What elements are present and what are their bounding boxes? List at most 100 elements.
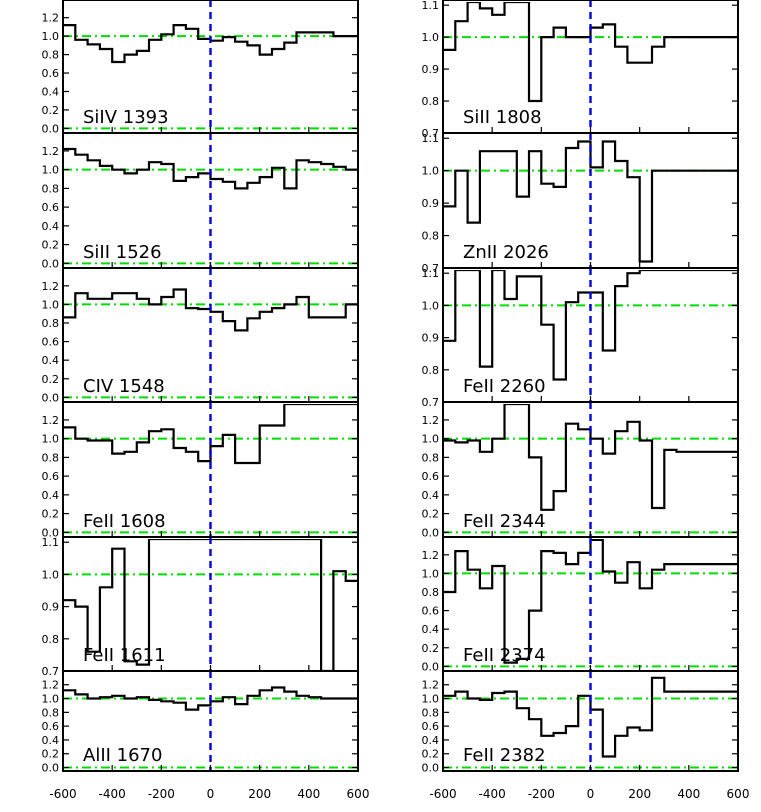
y-tick-label: 0.0 — [422, 762, 440, 775]
panel-label: FeII 2344 — [463, 511, 546, 532]
y-tick-label: 0.2 — [42, 239, 60, 252]
y-tick-label: 0.0 — [422, 660, 440, 673]
x-tick-label: 0 — [587, 787, 595, 801]
y-tick-label: 0.6 — [42, 336, 60, 349]
y-tick-label: 0.8 — [42, 633, 60, 646]
y-tick-label: 0.8 — [42, 49, 60, 62]
y-tick-label: 0.9 — [422, 332, 440, 345]
y-tick-label: 1.2 — [422, 414, 440, 427]
y-tick-label: 0.8 — [42, 706, 60, 719]
y-tick-label: 0.7 — [42, 665, 60, 678]
y-tick-label: 1.2 — [422, 549, 440, 562]
y-tick-label: 1.0 — [42, 164, 60, 177]
y-tick-label: 0.6 — [422, 720, 440, 733]
y-tick-label: 0.8 — [422, 586, 440, 599]
panel-label: SiIV 1393 — [83, 107, 169, 128]
y-tick-label: 0.8 — [422, 95, 440, 108]
y-tick-label: 1.2 — [42, 679, 60, 692]
y-tick-label: 0.2 — [42, 508, 60, 521]
y-tick-label: 0.8 — [42, 182, 60, 195]
flux-histogram — [443, 676, 738, 758]
y-tick-label: 0.8 — [422, 230, 440, 243]
y-tick-label: 0.2 — [422, 642, 440, 655]
flux-histogram — [63, 147, 358, 190]
y-tick-label: 0.8 — [422, 364, 440, 377]
y-tick-label: 0.6 — [42, 720, 60, 733]
y-tick-label: 0.4 — [42, 354, 60, 367]
y-tick-label: 1.0 — [422, 693, 440, 706]
y-tick-label: 0.0 — [42, 526, 60, 539]
x-tick-label: 400 — [297, 787, 320, 801]
flux-histogram — [443, 404, 738, 511]
y-tick-label: 0.8 — [422, 451, 440, 464]
y-tick-label: 1.0 — [42, 693, 60, 706]
x-tick-label: -600 — [429, 787, 456, 801]
y-tick-label: 0.7 — [422, 127, 440, 140]
y-tick-label: 0.0 — [42, 391, 60, 404]
y-tick-label: 1.1 — [422, 132, 440, 145]
y-tick-label: 0.8 — [422, 706, 440, 719]
flux-histogram — [63, 404, 358, 465]
y-tick-label: 0.4 — [42, 489, 60, 502]
x-tick-label: 400 — [677, 787, 700, 801]
y-tick-label: 0.2 — [422, 748, 440, 761]
y-tick-label: 1.2 — [42, 145, 60, 158]
y-tick-label: 0.0 — [422, 526, 440, 539]
panel-label: SiII 1808 — [463, 107, 542, 128]
y-tick-label: 1.0 — [422, 433, 440, 446]
y-tick-label: 1.1 — [422, 0, 440, 12]
flux-histogram — [63, 24, 358, 64]
x-tick-label: 200 — [628, 787, 651, 801]
panel-label: SiII 1526 — [83, 242, 162, 263]
x-tick-label: 200 — [248, 787, 271, 801]
y-tick-label: 1.1 — [422, 267, 440, 280]
y-tick-label: 0.4 — [42, 220, 60, 233]
y-tick-label: 0.6 — [422, 470, 440, 483]
y-tick-label: 0.8 — [42, 317, 60, 330]
panel-label: FeII 2260 — [463, 376, 546, 397]
y-tick-label: 1.2 — [42, 280, 60, 293]
y-tick-label: 1.0 — [42, 298, 60, 311]
y-tick-label: 0.6 — [42, 470, 60, 483]
y-tick-label: 0.7 — [422, 262, 440, 275]
x-tick-label: -200 — [148, 787, 175, 801]
y-tick-label: 0.0 — [42, 257, 60, 270]
y-tick-label: 1.0 — [42, 568, 60, 581]
flux-histogram — [443, 140, 738, 263]
y-tick-label: 1.2 — [422, 679, 440, 692]
y-tick-label: 0.6 — [42, 201, 60, 214]
x-tick-label: -400 — [479, 787, 506, 801]
panel-label: ZnII 2026 — [463, 242, 549, 263]
y-tick-label: 0.4 — [42, 85, 60, 98]
y-tick-label: 0.4 — [42, 734, 60, 747]
y-tick-label: 1.2 — [42, 12, 60, 25]
y-tick-label: 1.0 — [422, 299, 440, 312]
panel-label: AlII 1670 — [83, 745, 162, 766]
y-tick-label: 0.2 — [422, 508, 440, 521]
panel-label: FeII 2374 — [463, 645, 546, 666]
y-tick-label: 1.0 — [422, 31, 440, 44]
y-tick-label: 0.2 — [42, 748, 60, 761]
y-tick-label: 0.6 — [422, 605, 440, 618]
y-tick-label: 0.6 — [42, 67, 60, 80]
panel-label: CIV 1548 — [83, 376, 165, 397]
x-tick-label: -400 — [99, 787, 126, 801]
y-tick-label: 1.0 — [42, 30, 60, 43]
flux-histogram — [443, 2, 738, 103]
y-tick-label: 0.8 — [42, 451, 60, 464]
x-tick-label: 600 — [727, 787, 750, 801]
y-tick-label: 0.7 — [422, 396, 440, 409]
y-tick-label: 1.2 — [42, 414, 60, 427]
y-tick-label: 0.4 — [422, 734, 440, 747]
flux-histogram — [443, 270, 738, 381]
y-tick-label: 0.4 — [422, 489, 440, 502]
y-tick-label: 1.0 — [422, 165, 440, 178]
x-tick-label: -200 — [528, 787, 555, 801]
y-tick-label: 1.1 — [42, 536, 60, 549]
y-tick-label: 0.9 — [422, 197, 440, 210]
y-tick-label: 0.0 — [42, 762, 60, 775]
y-tick-label: 0.4 — [422, 623, 440, 636]
flux-histogram — [63, 686, 358, 711]
